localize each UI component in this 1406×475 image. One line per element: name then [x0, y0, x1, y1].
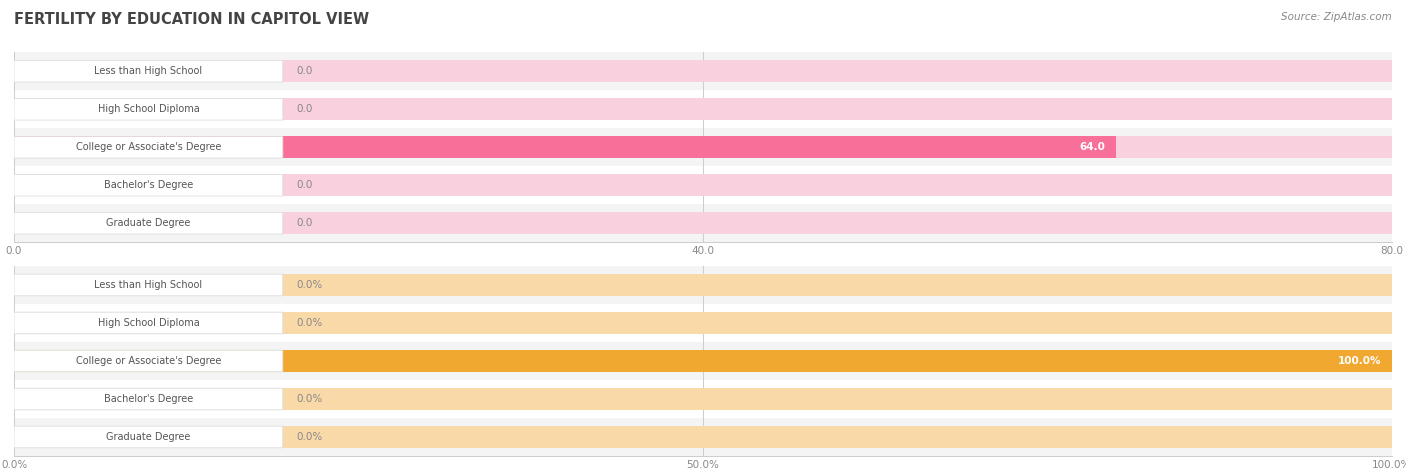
FancyBboxPatch shape [14, 98, 283, 120]
Bar [14, 426, 1392, 448]
Text: 0.0: 0.0 [297, 218, 314, 228]
Bar [14, 388, 1392, 410]
Text: 0.0: 0.0 [297, 180, 314, 190]
Text: High School Diploma: High School Diploma [97, 104, 200, 114]
Text: Less than High School: Less than High School [94, 280, 202, 290]
Bar [14, 128, 1392, 166]
Bar [14, 212, 1392, 234]
Text: High School Diploma: High School Diploma [97, 318, 200, 328]
FancyBboxPatch shape [14, 136, 283, 158]
Text: Bachelor's Degree: Bachelor's Degree [104, 394, 193, 404]
Bar [14, 312, 1392, 334]
Text: College or Associate's Degree: College or Associate's Degree [76, 142, 221, 152]
Text: Less than High School: Less than High School [94, 66, 202, 76]
FancyBboxPatch shape [14, 388, 283, 410]
Text: 0.0%: 0.0% [297, 432, 323, 442]
Bar [14, 204, 1392, 242]
Text: 100.0%: 100.0% [1337, 356, 1381, 366]
Text: 0.0%: 0.0% [297, 318, 323, 328]
Text: Bachelor's Degree: Bachelor's Degree [104, 180, 193, 190]
Bar [14, 274, 1392, 296]
FancyBboxPatch shape [14, 212, 283, 234]
Text: Source: ZipAtlas.com: Source: ZipAtlas.com [1281, 12, 1392, 22]
Bar [14, 350, 1392, 372]
FancyBboxPatch shape [14, 174, 283, 196]
Text: 0.0%: 0.0% [297, 394, 323, 404]
FancyBboxPatch shape [14, 350, 283, 372]
Text: 64.0: 64.0 [1080, 142, 1105, 152]
Text: 0.0: 0.0 [297, 66, 314, 76]
FancyBboxPatch shape [14, 312, 283, 334]
Bar [14, 174, 1392, 196]
Text: 0.0%: 0.0% [297, 280, 323, 290]
Bar [14, 266, 1392, 304]
Bar [14, 52, 1392, 90]
Bar [14, 166, 1392, 204]
Bar [14, 60, 1392, 82]
Text: Graduate Degree: Graduate Degree [107, 218, 191, 228]
FancyBboxPatch shape [14, 274, 283, 296]
Bar [14, 342, 1392, 380]
Text: Graduate Degree: Graduate Degree [107, 432, 191, 442]
Bar [14, 350, 1392, 372]
Bar [14, 304, 1392, 342]
Text: College or Associate's Degree: College or Associate's Degree [76, 356, 221, 366]
Text: FERTILITY BY EDUCATION IN CAPITOL VIEW: FERTILITY BY EDUCATION IN CAPITOL VIEW [14, 12, 370, 27]
Bar [14, 418, 1392, 456]
FancyBboxPatch shape [14, 426, 283, 448]
Bar [14, 136, 1392, 158]
Bar [14, 136, 1116, 158]
Text: 0.0: 0.0 [297, 104, 314, 114]
FancyBboxPatch shape [14, 60, 283, 82]
Bar [14, 98, 1392, 120]
Bar [14, 90, 1392, 128]
Bar [14, 380, 1392, 418]
